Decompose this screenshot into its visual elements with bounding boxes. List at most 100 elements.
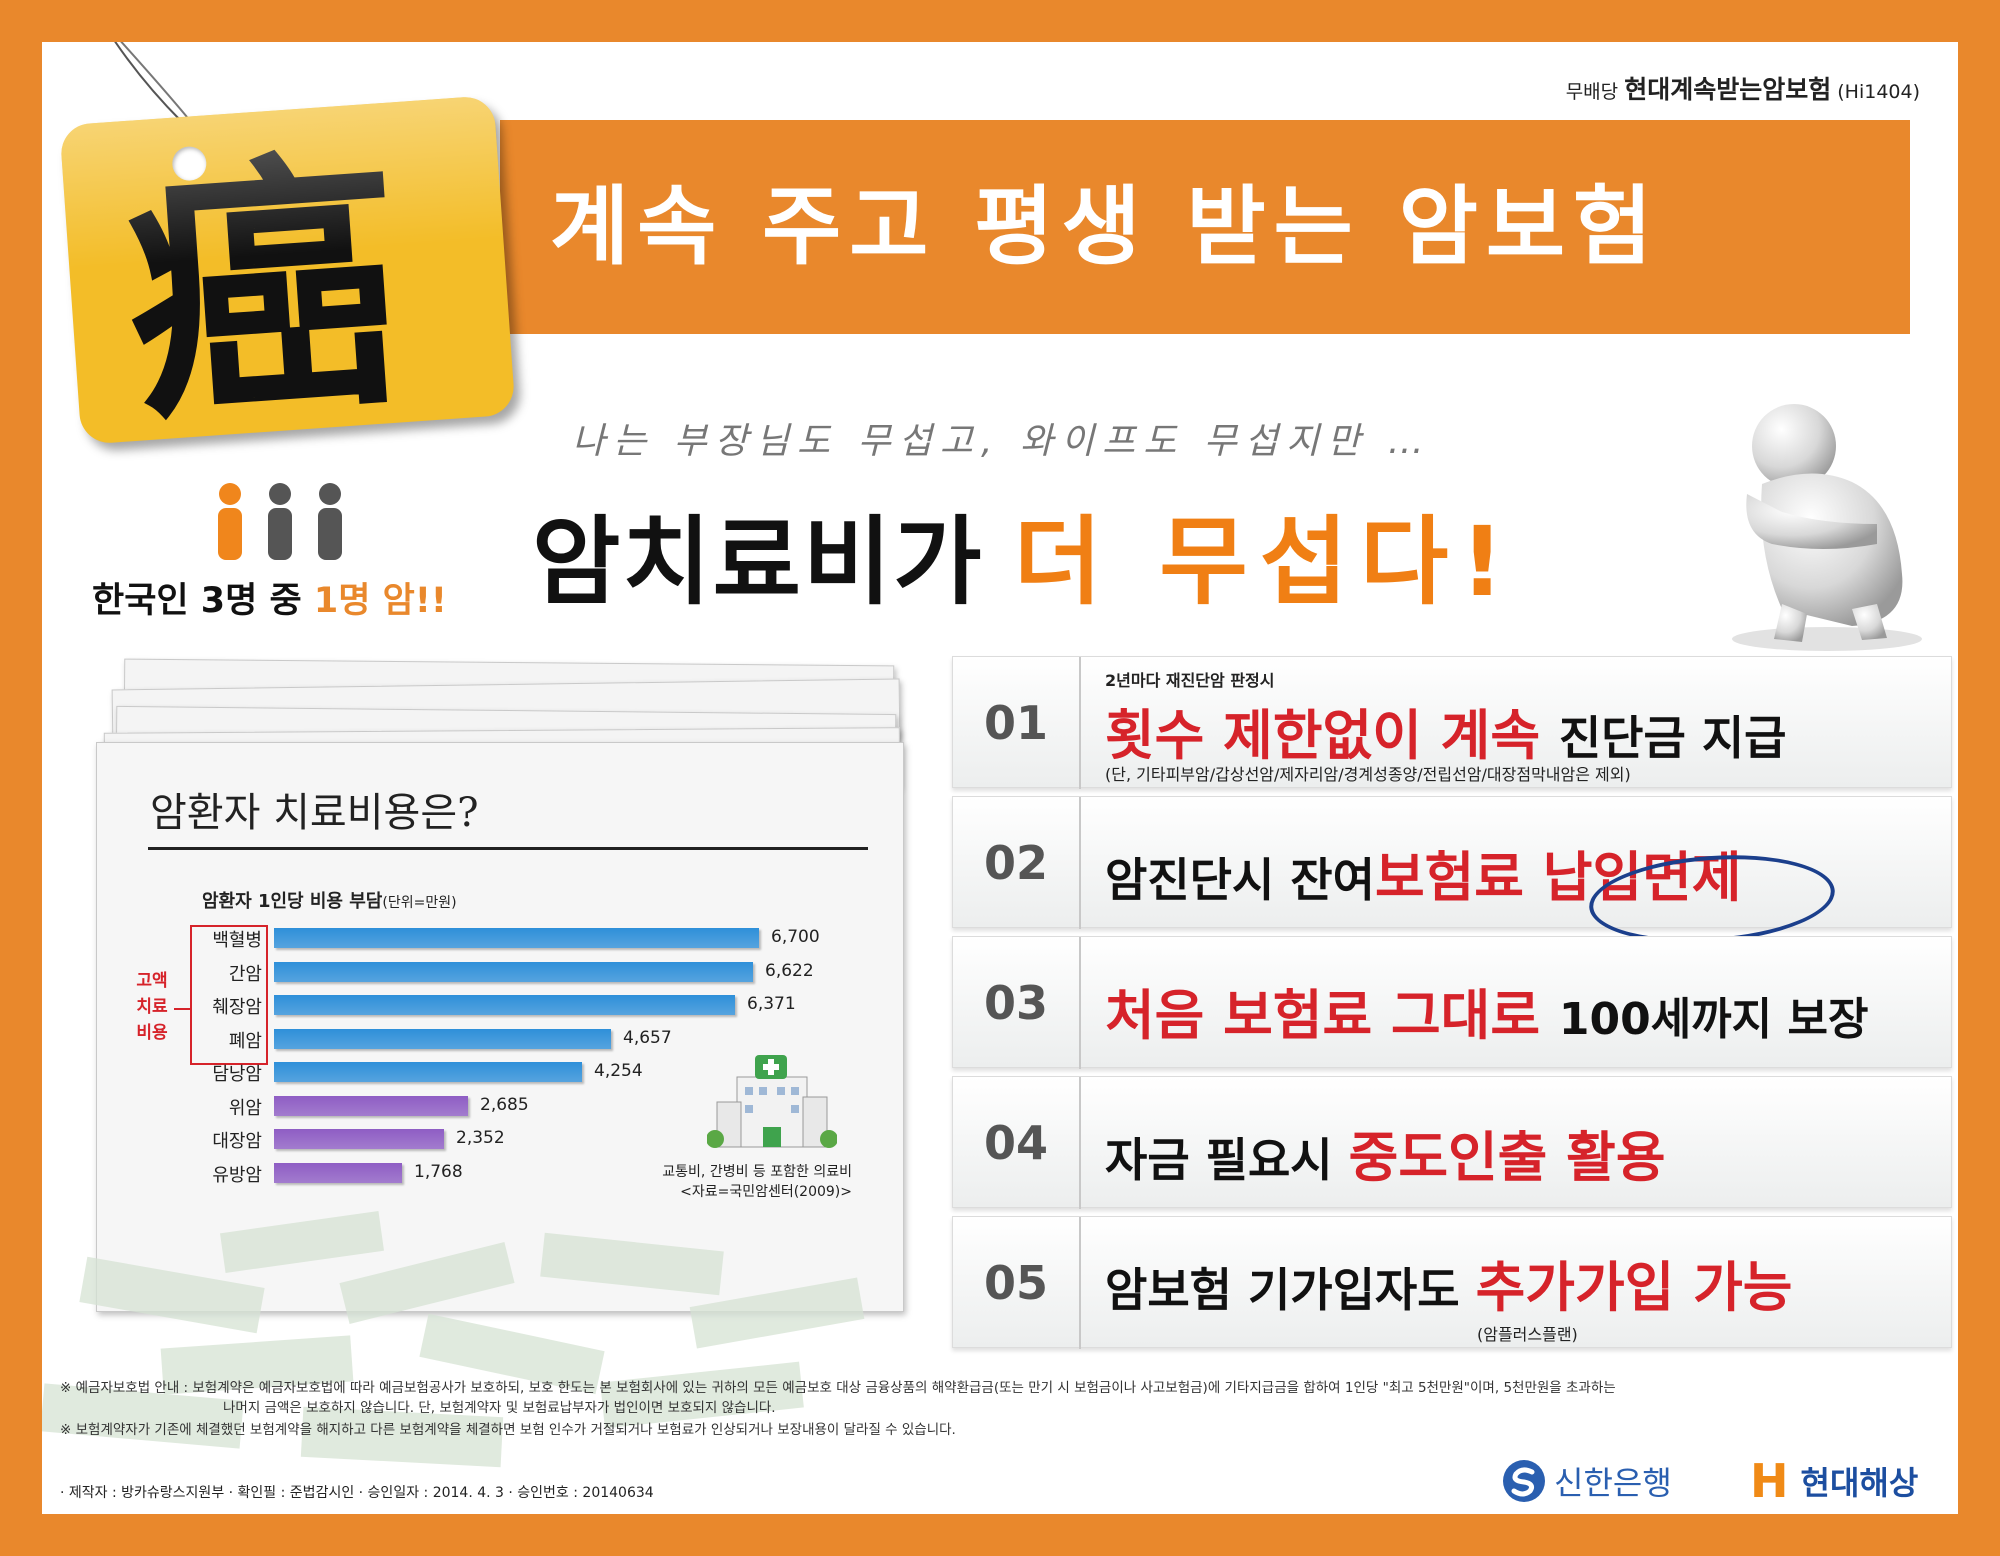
benefit-row-03: 03 처음 보험료 그대로 100세까지 보장 [952,936,1952,1069]
highlight-line: 치료 [136,997,168,1017]
benefit-text: 암진단시 잔여보험료 납입면제 [1105,833,1742,912]
bar [274,928,759,948]
benefit-black: 암진단시 잔여 [1105,853,1375,907]
value-label: 6,700 [771,927,820,947]
bar [274,1095,468,1116]
value-label: 6,622 [765,960,814,981]
hyundai-h-icon: H [1750,1454,1789,1508]
main-headline: 암치료비가 더 무섭다! [532,484,1516,623]
benefit-text: 처음 보험료 그대로 100세까지 보장 [1105,971,1868,1050]
deposit-notice-line: ※ 예금자보호법 안내 : 보험계약은 예금자보호법에 따라 예금보험공사가 보… [60,1380,1616,1396]
money-pile [42,1211,865,1468]
highlight-line: 비용 [136,1023,168,1043]
highlight-connector [174,1008,190,1010]
category-label: 유방암 [212,1164,262,1186]
benefit-text: 암보험 기가입자도 추가가입 가능 [1105,1243,1792,1322]
category-label: 백혈병 [212,930,262,951]
benefit-top-note: 2년마다 재진단암 판정시 [1105,671,1275,690]
benefit-red: 횟수 제한없이 계속 [1105,704,1541,767]
category-label: 췌장암 [212,997,262,1018]
benefit-black: 암보험 기가입자도 [1105,1263,1460,1317]
product-prefix: 무배당 [1565,81,1619,103]
approval-credits: · 제작자 : 방카슈랑스지원부 · 확인필 : 준법감시인 · 승인일자 : … [60,1485,654,1501]
benefit-number: 03 [953,937,1081,1069]
benefit-number: 05 [953,1217,1081,1349]
benefit-number: 04 [953,1077,1081,1209]
category-label: 폐암 [228,1030,262,1052]
highlight-line: 고액 [136,971,168,991]
benefit-row-02: 02 암진단시 잔여보험료 납입면제 [952,796,1952,929]
hyundai-logo: H 현대해상 [1750,1454,1919,1508]
shinhan-s-icon [1503,1460,1545,1502]
value-label: 2,685 [480,1094,529,1115]
bar [274,1129,444,1149]
benefit-red: 처음 보험료 그대로 [1105,984,1541,1047]
benefit-number: 02 [953,797,1081,929]
benefit-note: (암플러스플랜) [1477,1325,1578,1344]
cancer-hanja: 癌 [116,121,409,445]
cancer-tag: 癌 [59,95,516,445]
chart-unit: (단위=만원) [382,895,457,911]
hospital-illustration [707,1055,837,1148]
value-label: 6,371 [747,994,796,1014]
contract-notice: ※ 보험계약자가 기존에 체결했던 보험계약을 해지하고 다른 보험계약을 체결… [60,1422,956,1438]
chart-title: 암환자 치료비용은? [150,790,479,836]
stat-prefix: 한국인 3명 중 [92,581,302,621]
chart-source: <자료=국민암센터(2009)> [680,1184,852,1200]
benefit-note: (단, 기타피부암/갑상선암/제자리암/경계성종양/전립선암/대장점막내암은 제… [1105,765,1631,784]
deposit-notice-line: 나머지 금액은 보호하지 않습니다. 단, 보험계약자 및 보험료납부자가 법인… [223,1400,776,1416]
deposit-notice: ※ 예금자보호법 안내 : 보험계약은 예금자보호법에 따라 예금보험공사가 보… [60,1378,1616,1418]
benefit-red: 보험료 납입면제 [1374,846,1742,909]
bar [274,1028,611,1049]
value-label: 4,657 [623,1027,672,1048]
bar [274,1062,582,1082]
bar [274,961,753,982]
benefit-row-04: 04 자금 필요시 중도인출 활용 [952,1076,1952,1209]
headline-orange: 더 무섭다! [1013,506,1517,618]
newspaper-stack [82,658,942,1512]
benefit-text: 횟수 제한없이 계속 진단금 지급 [1105,691,1786,770]
benefit-row-01: 01 2년마다 재진단암 판정시 횟수 제한없이 계속 진단금 지급 (단, 기… [952,656,1952,789]
bar [274,1162,402,1183]
sad-figure-illustration [1732,404,1922,651]
chart-subtitle-text: 암환자 1인당 비용 부담 [202,891,383,912]
benefit-black: 진단금 지급 [1558,711,1787,765]
subheadline: 나는 부장님도 무섭고, 와이프도 무섭지만 … [572,421,1432,462]
people-icon [218,483,342,560]
category-label: 대장암 [212,1131,262,1152]
tag-hole [171,145,208,182]
benefit-number: 01 [953,657,1081,789]
product-name: 무배당 현대계속받는암보험 (Hi1404) [1566,70,1920,106]
benefit-black: 100세까지 보장 [1558,994,1869,1045]
product-title: 현대계속받는암보험 [1624,75,1832,104]
headline-black: 암치료비가 [532,506,984,618]
benefit-text: 자금 필요시 중도인출 활용 [1105,1113,1666,1192]
benefit-row-05: 05 암보험 기가입자도 추가가입 가능 (암플러스플랜) [952,1216,1952,1349]
shinhan-logo: 신한은행 [1502,1457,1672,1505]
chart-note: 교통비, 간병비 등 포함한 의료비 <자료=국민암센터(2009)> [572,1162,852,1202]
category-label: 간암 [228,963,262,985]
paper-front [96,742,904,1312]
benefit-red: 추가가입 가능 [1475,1256,1793,1319]
product-code: (Hi1404) [1837,81,1920,103]
highlight-box [190,925,268,1065]
value-label: 2,352 [456,1128,505,1148]
chart-subtitle: 암환자 1인당 비용 부담(단위=만원) [202,887,457,913]
category-label: 위암 [228,1097,262,1119]
poster: 무배당 현대계속받는암보험 (Hi1404) 계속 주고 평생 받는 암보험 癌… [42,42,1958,1514]
cancer-stat: 한국인 3명 중 1명 암!! [92,572,447,623]
chart-note-text: 교통비, 간병비 등 포함한 의료비 [662,1164,852,1180]
category-label: 담낭암 [212,1064,262,1085]
benefit-red: 중도인출 활용 [1348,1126,1666,1189]
highlight-label: 고액 치료 비용 [130,968,174,1046]
shinhan-name: 신한은행 [1554,1464,1672,1502]
benefit-black: 자금 필요시 [1105,1133,1333,1187]
banner-title: 계속 주고 평생 받는 암보험 [550,177,1661,277]
headline-banner: 계속 주고 평생 받는 암보험 [500,120,1910,334]
stat-highlight: 1명 암!! [313,581,447,621]
hyundai-name: 현대해상 [1800,1464,1919,1502]
bar [274,995,735,1015]
tag-string [114,42,188,123]
value-label: 1,768 [414,1161,463,1182]
value-label: 4,254 [594,1061,643,1081]
